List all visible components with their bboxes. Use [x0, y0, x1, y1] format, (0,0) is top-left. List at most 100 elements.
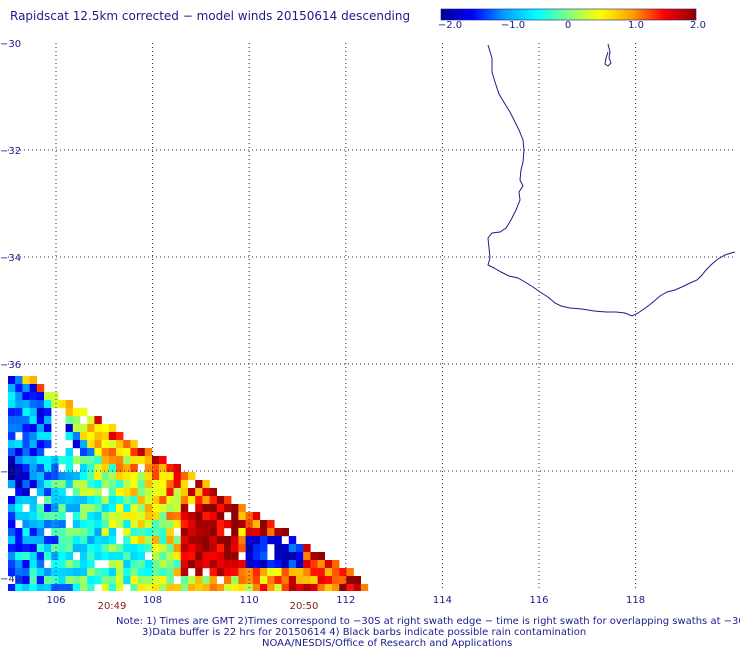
wind-cell: [339, 576, 347, 585]
wind-cell: [94, 568, 102, 577]
wind-cell: [137, 480, 145, 489]
wind-cell: [94, 504, 102, 513]
wind-cell: [144, 504, 153, 513]
wind-cell: [173, 560, 181, 569]
wind-cell: [15, 464, 23, 473]
wind-cell: [159, 576, 167, 585]
wind-cell: [8, 544, 16, 553]
longitude-label: 116: [529, 595, 548, 606]
wind-cell: [65, 504, 73, 513]
wind-cell: [72, 456, 81, 465]
wind-cell: [87, 504, 95, 513]
wind-cell: [224, 504, 232, 513]
wind-cell: [260, 536, 268, 545]
wind-cell: [288, 560, 297, 569]
wind-cell: [260, 520, 268, 529]
wind-cell: [29, 392, 37, 401]
wind-cell: [209, 584, 217, 591]
wind-cell: [15, 480, 23, 489]
wind-cell: [123, 480, 131, 489]
wind-cell: [303, 584, 311, 591]
wind-cell: [224, 536, 232, 545]
wind-cell: [36, 472, 45, 481]
wind-cell: [29, 480, 37, 489]
wind-cell: [173, 504, 181, 513]
wind-cell: [22, 552, 30, 561]
wind-cell: [152, 552, 160, 561]
wind-cell: [288, 536, 297, 545]
wind-cell: [58, 536, 66, 545]
wind-cell: [8, 560, 16, 569]
colorbar-tick-4: 1.0: [628, 20, 644, 31]
wind-cell: [22, 512, 30, 521]
wind-cell: [224, 520, 232, 529]
wind-cell: [80, 520, 88, 529]
wind-cell: [36, 536, 45, 545]
wind-cell: [238, 544, 246, 553]
wind-cell: [22, 392, 30, 401]
wind-cell: [72, 416, 81, 425]
wind-cell: [252, 584, 261, 591]
wind-cell: [324, 576, 333, 585]
wind-cell: [8, 408, 16, 417]
wind-cell: [216, 552, 225, 561]
wind-cell: [36, 456, 45, 465]
wind-cell: [80, 424, 88, 433]
wind-cell: [123, 560, 131, 569]
wind-cell: [58, 576, 66, 585]
wind-cell: [346, 568, 354, 577]
wind-cell: [173, 496, 181, 505]
wind-cell: [123, 512, 131, 521]
wind-cell: [238, 536, 246, 545]
wind-cell: [180, 544, 189, 553]
wind-cell: [130, 560, 138, 569]
wind-cell: [51, 560, 59, 569]
wind-cell: [324, 568, 333, 577]
wind-cell: [87, 528, 95, 537]
wind-cell: [116, 488, 124, 497]
wind-cell: [22, 464, 30, 473]
wind-cell: [123, 448, 131, 457]
wind-cell: [51, 544, 59, 553]
wind-cell: [15, 504, 23, 513]
wind-cell: [108, 560, 117, 569]
wind-cell: [324, 560, 333, 569]
wind-cell: [195, 496, 203, 505]
wind-cell: [94, 576, 102, 585]
wind-cell: [130, 512, 138, 521]
wind-cell: [231, 520, 239, 529]
wind-cell: [87, 472, 95, 481]
wind-cell: [166, 520, 174, 529]
longitude-label: 110: [240, 595, 259, 606]
wind-cell: [51, 464, 59, 473]
wind-cell: [231, 552, 239, 561]
wind-cell: [72, 520, 81, 529]
wind-cell: [123, 440, 131, 449]
wind-cell: [173, 512, 181, 521]
wind-cell: [317, 568, 325, 577]
wind-cell: [51, 400, 59, 409]
wind-cell: [22, 584, 30, 591]
wind-cell: [80, 496, 88, 505]
wind-cell: [137, 472, 145, 481]
wind-cell: [8, 472, 16, 481]
wind-cell: [94, 536, 102, 545]
wind-cell: [44, 512, 52, 521]
wind-cell: [245, 520, 253, 529]
wind-cell: [166, 552, 174, 561]
wind-cell: [245, 576, 253, 585]
wind-cell: [51, 528, 59, 537]
wind-cell: [202, 512, 210, 521]
wind-cell: [231, 584, 239, 591]
wind-cell: [281, 528, 289, 537]
wind-cell: [108, 544, 117, 553]
wind-cell: [281, 552, 289, 561]
wind-cell: [36, 416, 45, 425]
wind-cell: [116, 456, 124, 465]
wind-cell: [130, 440, 138, 449]
wind-cell: [72, 424, 81, 433]
wind-cell: [317, 560, 325, 569]
wind-cell: [173, 480, 181, 489]
wind-cell: [303, 552, 311, 561]
wind-cell: [231, 536, 239, 545]
